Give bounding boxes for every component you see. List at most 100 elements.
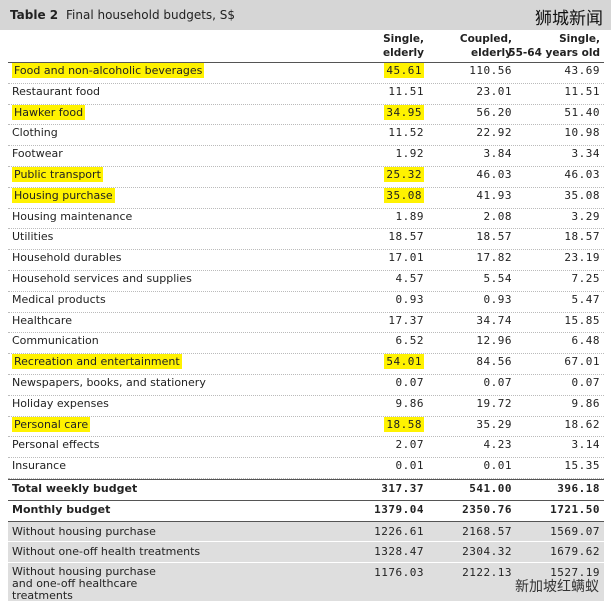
value-text: 3.84: [483, 147, 512, 161]
value-text: 35.08: [564, 188, 600, 202]
label-text: Hawker food: [12, 104, 86, 120]
label-text: Household services and supplies: [12, 272, 192, 285]
cell-value: 1527.19: [550, 566, 600, 579]
value-text: 1679.62: [550, 545, 600, 559]
header-rule: [8, 62, 604, 63]
value-text: 0.07: [571, 376, 600, 389]
cell-value: 23.01: [476, 85, 512, 98]
row-separator: [8, 82, 604, 84]
cell-value: 7.25: [572, 272, 601, 285]
cell-value: 0.07: [572, 376, 601, 389]
cell-value: 2304.32: [462, 545, 512, 558]
cell-value: 84.56: [476, 355, 512, 368]
value-text: 9.86: [571, 396, 600, 410]
cell-value: 2.07: [396, 438, 425, 451]
cell-value: 3.29: [572, 210, 601, 223]
cell-value: 396.18: [557, 482, 600, 495]
cell-value: 2122.13: [462, 566, 512, 579]
label-text: Public transport: [12, 167, 103, 182]
value-text: 15.85: [564, 313, 600, 327]
cell-value: 18.57: [564, 230, 600, 243]
value-text: 23.19: [564, 251, 600, 265]
row-label: Monthly budget: [12, 503, 110, 516]
label-text: Without one-off health treatments: [12, 545, 201, 559]
row-label: Insurance: [12, 459, 66, 472]
row-separator: [8, 415, 604, 417]
cell-value: 67.01: [564, 355, 600, 368]
value-text: 35.29: [476, 417, 512, 431]
value-text: 11.51: [564, 84, 600, 98]
value-text: 5.47: [571, 292, 600, 306]
row-separator: [8, 228, 604, 230]
cell-value: 2168.57: [462, 525, 512, 538]
cell-value: 11.51: [388, 85, 424, 98]
value-text: 7.25: [571, 272, 600, 285]
value-text: 17.37: [388, 313, 424, 327]
cell-value: 22.92: [476, 126, 512, 139]
value-text: 10.98: [564, 126, 600, 140]
cell-value: 1679.62: [550, 545, 600, 558]
value-text: 1328.47: [374, 545, 424, 559]
cell-value: 1569.07: [550, 525, 600, 538]
label-text: Medical products: [12, 292, 106, 306]
cell-value: 23.19: [564, 251, 600, 264]
row-label: Without one-off health treatments: [12, 545, 200, 558]
value-text: 17.01: [388, 251, 424, 265]
row-label: Hawker food: [12, 104, 86, 120]
value-text: 23.01: [476, 84, 512, 98]
value-text: 0.93: [483, 292, 512, 306]
row-separator: [8, 290, 604, 292]
cell-value: 3.14: [572, 438, 601, 451]
value-text: 110.56: [469, 64, 512, 77]
cell-value: 56.20: [476, 106, 512, 119]
label-text: Household durables: [12, 251, 122, 265]
cell-value: 1721.50: [550, 503, 600, 516]
value-text: 22.92: [476, 126, 512, 140]
value-text: 541.00: [469, 482, 512, 495]
row-separator: [8, 394, 604, 396]
value-text: 84.56: [476, 355, 512, 369]
table-title: Final household budgets, S$: [66, 8, 236, 22]
value-text: 1721.50: [550, 502, 600, 516]
value-text: 35.08: [384, 187, 424, 203]
row-label: Medical products: [12, 293, 106, 306]
value-text: 6.52: [395, 334, 424, 348]
row-label: Household durables: [12, 251, 121, 264]
row-separator: [8, 249, 604, 251]
cell-value: 5.47: [572, 293, 601, 306]
cell-value: 0.01: [484, 459, 513, 472]
cell-value: 2350.76: [462, 503, 512, 516]
cell-value: 10.98: [564, 126, 600, 139]
value-text: 0.07: [483, 376, 512, 389]
value-text: 56.20: [476, 105, 512, 119]
cell-value: 1328.47: [374, 545, 424, 558]
label-text: Personal effects: [12, 438, 100, 452]
label-text: Holiday expenses: [12, 396, 109, 410]
label-text: Housing maintenance: [12, 209, 133, 223]
cell-value: 3.84: [484, 147, 513, 160]
section-rule: [8, 520, 604, 522]
row-separator: [8, 332, 604, 334]
cell-value: 0.01: [396, 459, 425, 472]
value-text: 51.40: [564, 105, 600, 119]
row-label: Restaurant food: [12, 85, 100, 98]
value-text: 46.03: [564, 168, 600, 181]
row-separator: [8, 478, 604, 479]
section-rule: [8, 499, 604, 501]
row-label: Utilities: [12, 230, 53, 243]
cell-value: 51.40: [564, 106, 600, 119]
label-text: Total weekly budget: [12, 482, 138, 495]
label-text: Communication: [12, 334, 99, 348]
value-text: 2.08: [483, 209, 512, 223]
row-separator: [8, 166, 604, 167]
value-text: 67.01: [564, 355, 600, 369]
cell-value: 41.93: [476, 189, 512, 202]
label-text: Monthly budget: [12, 502, 111, 516]
cell-value: 25.32: [384, 167, 424, 182]
value-text: 0.01: [395, 459, 424, 473]
cell-value: 35.08: [384, 187, 424, 203]
cell-value: 317.37: [381, 482, 424, 495]
row-separator: [8, 103, 604, 105]
label-text: Food and non-alcoholic beverages: [12, 63, 205, 78]
